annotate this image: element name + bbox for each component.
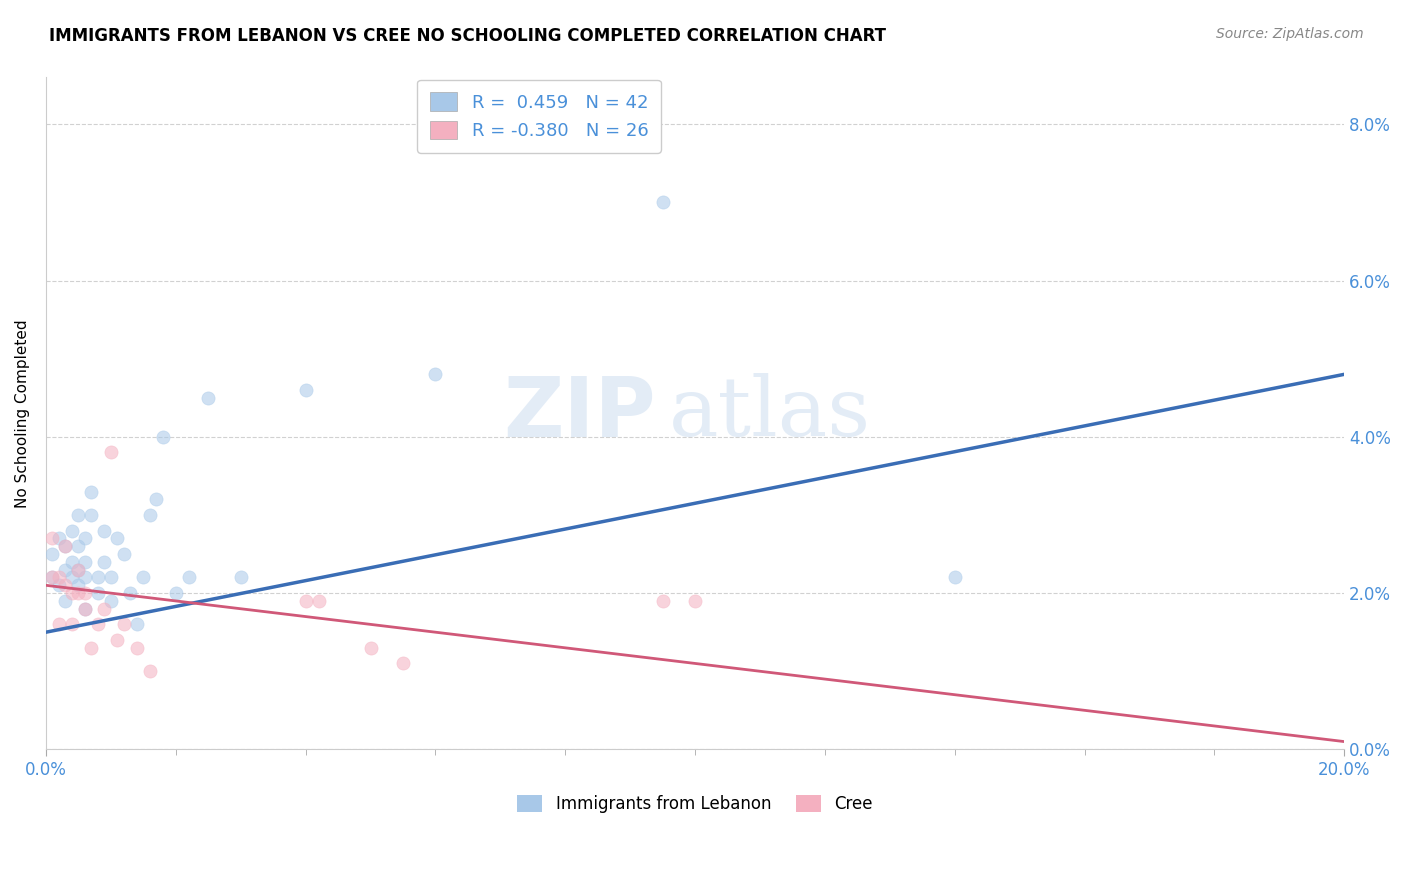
Point	[112, 547, 135, 561]
Point	[294, 594, 316, 608]
Point	[93, 524, 115, 538]
Point	[651, 594, 673, 608]
Point	[41, 532, 63, 546]
Point	[139, 665, 162, 679]
Point	[105, 632, 128, 647]
Point	[425, 368, 447, 382]
Point	[67, 563, 90, 577]
Point	[93, 555, 115, 569]
Point	[41, 570, 63, 584]
Point	[60, 524, 83, 538]
Point	[60, 617, 83, 632]
Point	[100, 570, 122, 584]
Legend: Immigrants from Lebanon, Cree: Immigrants from Lebanon, Cree	[509, 787, 882, 822]
Point	[41, 570, 63, 584]
Point	[120, 586, 142, 600]
Text: Source: ZipAtlas.com: Source: ZipAtlas.com	[1216, 27, 1364, 41]
Point	[392, 657, 415, 671]
Point	[112, 617, 135, 632]
Point	[73, 586, 96, 600]
Point	[87, 617, 110, 632]
Point	[55, 539, 77, 553]
Point	[294, 383, 316, 397]
Point	[125, 617, 148, 632]
Point	[48, 532, 70, 546]
Point	[67, 539, 90, 553]
Point	[48, 578, 70, 592]
Point	[132, 570, 155, 584]
Point	[67, 563, 90, 577]
Point	[41, 547, 63, 561]
Point	[651, 195, 673, 210]
Point	[125, 640, 148, 655]
Point	[60, 555, 83, 569]
Point	[48, 617, 70, 632]
Point	[360, 640, 382, 655]
Point	[152, 430, 174, 444]
Point	[60, 570, 83, 584]
Point	[177, 570, 200, 584]
Point	[73, 570, 96, 584]
Point	[197, 391, 219, 405]
Point	[55, 594, 77, 608]
Point	[87, 586, 110, 600]
Point	[105, 532, 128, 546]
Point	[73, 601, 96, 615]
Point	[73, 601, 96, 615]
Point	[100, 445, 122, 459]
Text: ZIP: ZIP	[503, 373, 657, 454]
Point	[48, 570, 70, 584]
Point	[100, 594, 122, 608]
Point	[55, 539, 77, 553]
Point	[683, 594, 706, 608]
Point	[139, 508, 162, 522]
Point	[67, 586, 90, 600]
Point	[80, 484, 103, 499]
Point	[943, 570, 966, 584]
Y-axis label: No Schooling Completed: No Schooling Completed	[15, 319, 30, 508]
Point	[80, 508, 103, 522]
Text: IMMIGRANTS FROM LEBANON VS CREE NO SCHOOLING COMPLETED CORRELATION CHART: IMMIGRANTS FROM LEBANON VS CREE NO SCHOO…	[49, 27, 886, 45]
Point	[145, 492, 167, 507]
Point	[87, 570, 110, 584]
Point	[165, 586, 187, 600]
Point	[93, 601, 115, 615]
Point	[73, 532, 96, 546]
Point	[55, 578, 77, 592]
Point	[67, 578, 90, 592]
Point	[229, 570, 252, 584]
Point	[80, 640, 103, 655]
Point	[73, 555, 96, 569]
Point	[67, 508, 90, 522]
Point	[308, 594, 330, 608]
Point	[60, 586, 83, 600]
Text: atlas: atlas	[669, 374, 872, 453]
Point	[55, 563, 77, 577]
